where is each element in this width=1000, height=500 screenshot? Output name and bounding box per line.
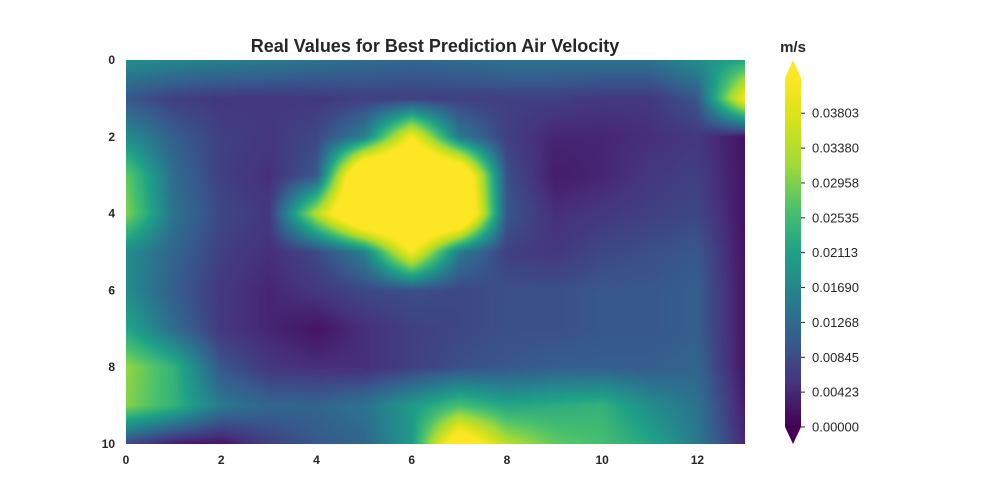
colorbar-tick-label: 0.00423 (812, 385, 859, 400)
colorbar-tick-label: 0.00000 (812, 420, 859, 435)
x-tick-label: 2 (218, 453, 225, 467)
x-tick-label: 10 (595, 453, 609, 467)
colorbar-tick-label: 0.01690 (812, 280, 859, 295)
colorbar-ticks: 0.00000 0.00423 0.00845 0.01268 0.01690 0.021… (801, 106, 859, 435)
y-tick-label: 2 (108, 130, 115, 144)
colorbar-tick-label: 0.00845 (812, 350, 859, 365)
x-tick-label: 4 (313, 453, 320, 467)
y-tick-label: 4 (108, 207, 115, 221)
colorbar-tick-label: 0.03380 (812, 141, 859, 156)
colorbar-tick-label: 0.02535 (812, 210, 859, 225)
colorbar-tick-label: 0.02113 (812, 245, 858, 260)
x-axis: 0 2 4 6 8 10 12 (123, 453, 705, 467)
y-tick-label: 6 (108, 283, 115, 297)
y-tick-label: 8 (108, 360, 115, 374)
y-axis: 0 2 4 6 8 10 (102, 53, 116, 451)
y-tick-label: 0 (108, 53, 115, 67)
colorbar-tick-label: 0.01268 (812, 315, 859, 330)
x-tick-label: 6 (408, 453, 415, 467)
chart-title: Real Values for Best Prediction Air Velo… (251, 36, 619, 56)
x-tick-label: 12 (691, 453, 705, 467)
colorbar-extend-top (785, 60, 801, 78)
y-tick-label: 10 (102, 437, 116, 451)
x-tick-label: 8 (504, 453, 511, 467)
heatmap-surface (126, 60, 745, 444)
colorbar-extend-bottom (785, 427, 801, 444)
colorbar-label: m/s (780, 39, 806, 56)
colorbar-tick-label: 0.02958 (812, 175, 859, 190)
colorbar-tick-label: 0.03803 (812, 106, 859, 121)
colorbar-gradient (785, 78, 801, 427)
x-tick-label: 0 (123, 453, 130, 467)
plot-area (126, 60, 745, 444)
colorbar (785, 60, 801, 444)
